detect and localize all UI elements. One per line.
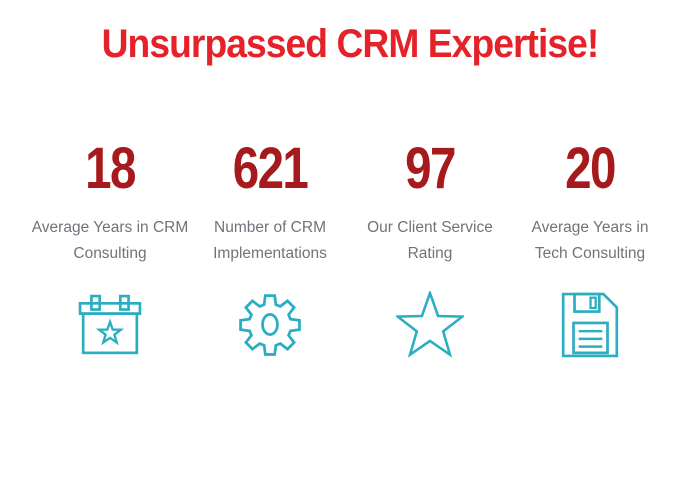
gear-icon <box>190 289 350 361</box>
stats-row: 18 Average Years in CRM Consulting 621 N… <box>0 137 700 361</box>
floppy-disk-icon <box>510 289 670 361</box>
stat-item-crm-implementations: 621 Number of CRM Implementations <box>190 137 350 361</box>
stat-label: Average Years in Tech Consulting <box>531 219 649 262</box>
page-title: Unsurpassed CRM Expertise! <box>101 22 600 66</box>
stat-item-crm-consulting-years: 18 Average Years in CRM Consulting <box>30 137 190 361</box>
stat-value: 97 <box>405 136 456 201</box>
star-icon <box>350 289 510 361</box>
stat-label: Average Years in CRM Consulting <box>31 219 189 262</box>
stat-value: 20 <box>565 136 616 201</box>
stat-value: 621 <box>232 136 309 201</box>
stat-label: Number of CRM Implementations <box>213 219 327 262</box>
crm-expertise-section: Unsurpassed CRM Expertise! 18 Average Ye… <box>0 22 700 489</box>
stat-label: Our Client Service Rating <box>367 219 493 262</box>
calendar-icon <box>30 289 190 361</box>
stat-item-tech-consulting-years: 20 Average Years in Tech Consulting <box>510 137 670 361</box>
stat-item-client-service-rating: 97 Our Client Service Rating <box>350 137 510 361</box>
stat-value: 18 <box>85 136 136 201</box>
